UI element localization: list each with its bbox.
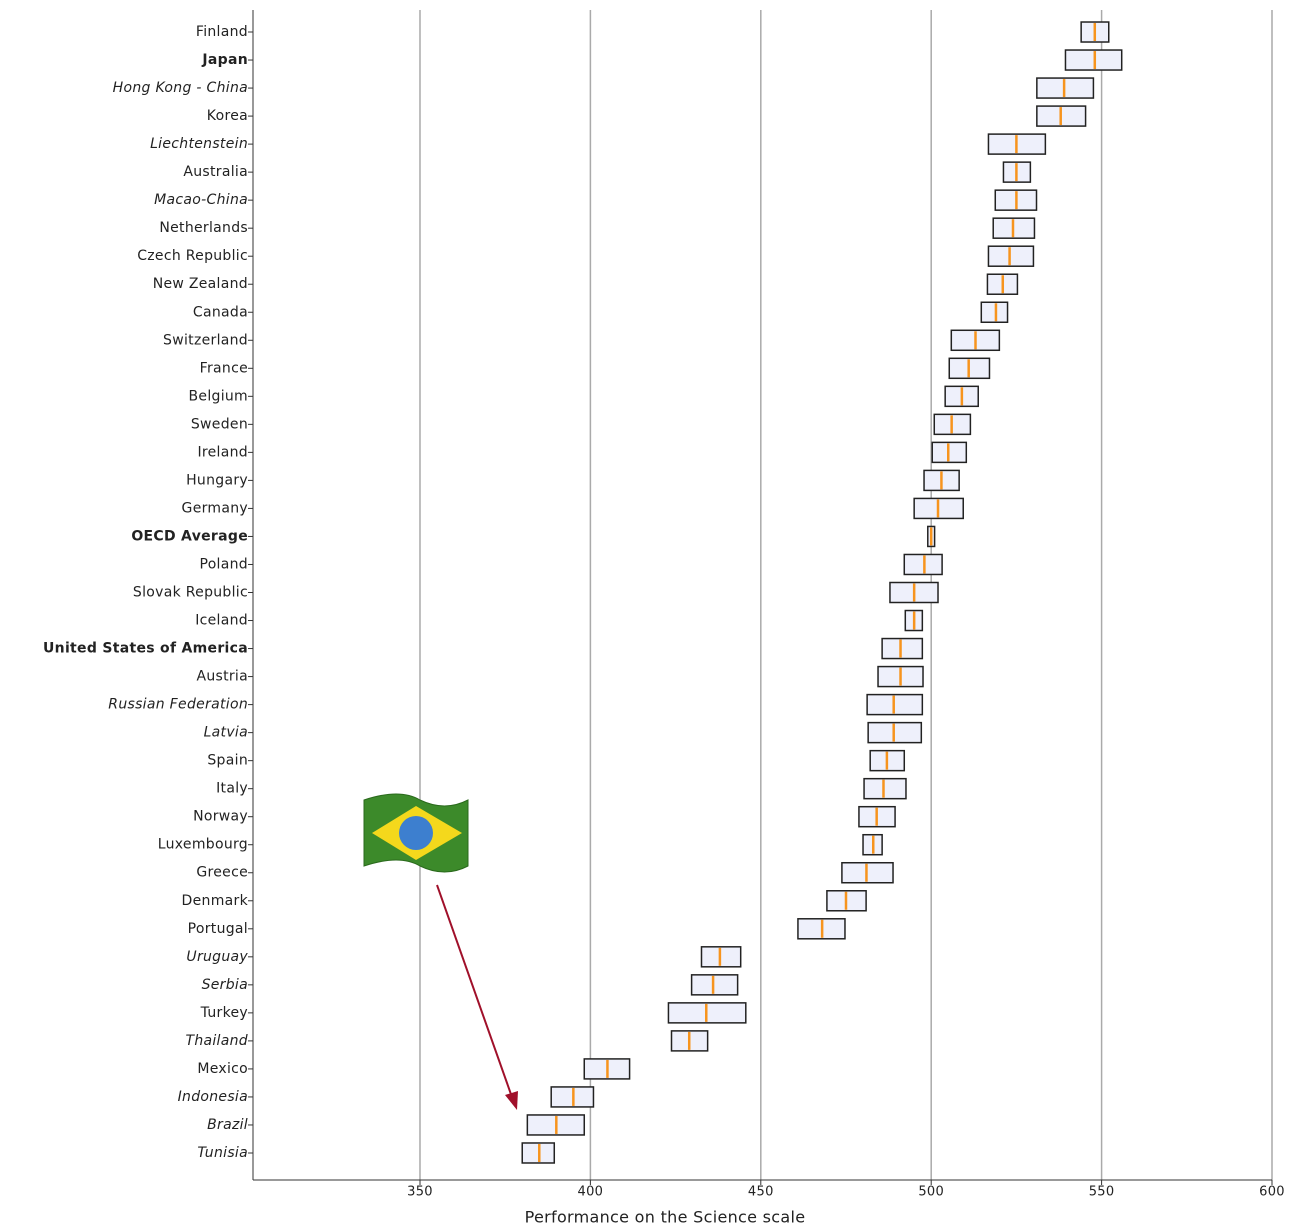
x-tick-label: 500 — [918, 1185, 944, 1200]
x-axis-title: Performance on the Science scale — [525, 1208, 806, 1227]
y-tick-label: Hong Kong - China — [113, 80, 248, 96]
interval-box — [690, 974, 739, 996]
y-tick-label: Liechtenstein — [150, 136, 248, 152]
y-tick-label: OECD Average — [131, 528, 248, 544]
y-tick-label: Macao-China — [154, 192, 248, 208]
x-tick-label: 450 — [748, 1185, 774, 1200]
y-tick-label: Russian Federation — [108, 697, 248, 713]
y-tick-label: Mexico — [197, 1061, 248, 1077]
interval-box — [863, 777, 907, 800]
y-tick-label: Latvia — [204, 725, 248, 741]
y-tick-label: Denmark — [182, 893, 249, 909]
y-tick-label: Norway — [193, 809, 248, 825]
arrow — [436, 884, 518, 1110]
y-tick-label: New Zealand — [153, 276, 248, 292]
y-tick-label: Italy — [216, 781, 248, 797]
y-tick-label: Iceland — [195, 613, 248, 629]
y-tick-label: Ireland — [197, 444, 248, 460]
y-tick-label: Greece — [196, 865, 248, 881]
interval-box — [881, 637, 924, 660]
y-tick-label: Uruguay — [186, 949, 248, 965]
y-tick-label: Japan — [201, 52, 248, 68]
y-tick-label: United States of America — [43, 641, 248, 657]
x-tick-label: 600 — [1259, 1185, 1285, 1200]
x-tick-label: 550 — [1089, 1185, 1115, 1200]
flag-icon — [363, 793, 469, 873]
x-tick-label: 400 — [578, 1185, 604, 1200]
y-tick-label: Luxembourg — [158, 837, 248, 853]
y-tick-label: Canada — [193, 304, 248, 320]
interval-box — [980, 301, 1009, 324]
y-tick-label: Spain — [207, 753, 248, 769]
y-tick-label: Brazil — [207, 1117, 248, 1133]
y-tick-label: Switzerland — [163, 332, 248, 348]
y-tick-label: Finland — [196, 24, 248, 40]
y-tick-label: Germany — [182, 500, 248, 516]
y-tick-label: Australia — [183, 164, 248, 180]
y-tick-label: Sweden — [191, 416, 248, 432]
y-tick-label: Tunisia — [197, 1145, 248, 1161]
y-tick-label: Netherlands — [159, 220, 248, 236]
y-tick-label: Thailand — [185, 1033, 248, 1049]
y-tick-label: Poland — [199, 556, 248, 572]
y-tick-label: France — [200, 360, 248, 376]
interval-box — [987, 245, 1035, 267]
y-tick-label: Indonesia — [178, 1089, 248, 1105]
y-tick-label: Turkey — [200, 1005, 248, 1021]
y-tick-label: Portugal — [188, 921, 248, 937]
y-tick-label: Belgium — [189, 388, 249, 404]
x-tick-label: 350 — [407, 1185, 433, 1200]
y-tick-label: Serbia — [202, 977, 248, 993]
y-tick-label: Hungary — [186, 472, 248, 488]
y-tick-label: Austria — [196, 669, 248, 685]
y-tick-label: Czech Republic — [137, 248, 248, 264]
y-tick-label: Korea — [207, 108, 248, 124]
y-tick-label: Slovak Republic — [133, 585, 248, 601]
